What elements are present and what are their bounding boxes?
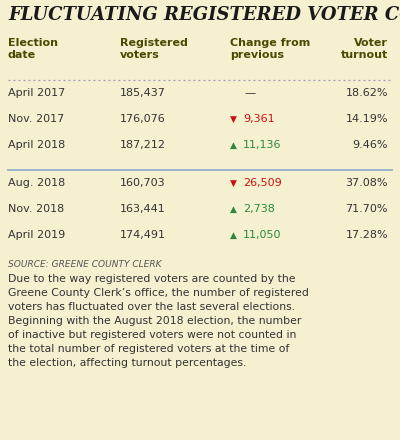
Text: Registered
voters: Registered voters bbox=[120, 38, 188, 60]
Text: ▲: ▲ bbox=[230, 231, 237, 240]
Text: 176,076: 176,076 bbox=[120, 114, 166, 124]
Text: 9.46%: 9.46% bbox=[352, 140, 388, 150]
Text: 174,491: 174,491 bbox=[120, 230, 166, 240]
Text: Voter
turnout: Voter turnout bbox=[341, 38, 388, 60]
Text: FLUCTUATING REGISTERED VOTER COUNTS: FLUCTUATING REGISTERED VOTER COUNTS bbox=[8, 6, 400, 24]
Text: 2,738: 2,738 bbox=[243, 204, 275, 214]
Text: Election
date: Election date bbox=[8, 38, 58, 60]
Text: 17.28%: 17.28% bbox=[345, 230, 388, 240]
Text: SOURCE: GREENE COUNTY CLERK: SOURCE: GREENE COUNTY CLERK bbox=[8, 260, 162, 269]
Text: ▼: ▼ bbox=[230, 115, 237, 124]
Text: 9,361: 9,361 bbox=[243, 114, 275, 124]
Text: April 2019: April 2019 bbox=[8, 230, 65, 240]
Text: 37.08%: 37.08% bbox=[346, 178, 388, 188]
Text: ▲: ▲ bbox=[230, 205, 237, 214]
Text: April 2018: April 2018 bbox=[8, 140, 65, 150]
Text: 14.19%: 14.19% bbox=[346, 114, 388, 124]
Text: ▼: ▼ bbox=[230, 179, 237, 188]
Text: ▲: ▲ bbox=[230, 141, 237, 150]
Text: 71.70%: 71.70% bbox=[346, 204, 388, 214]
Text: Nov. 2017: Nov. 2017 bbox=[8, 114, 64, 124]
Text: Change from
previous: Change from previous bbox=[230, 38, 310, 60]
Text: Due to the way registered voters are counted by the
Greene County Clerk’s office: Due to the way registered voters are cou… bbox=[8, 274, 309, 368]
Text: April 2017: April 2017 bbox=[8, 88, 65, 98]
Text: 11,136: 11,136 bbox=[243, 140, 282, 150]
Text: 163,441: 163,441 bbox=[120, 204, 166, 214]
Text: 187,212: 187,212 bbox=[120, 140, 166, 150]
Text: —: — bbox=[244, 88, 255, 98]
Text: 26,509: 26,509 bbox=[243, 178, 282, 188]
Text: 160,703: 160,703 bbox=[120, 178, 166, 188]
Text: 18.62%: 18.62% bbox=[346, 88, 388, 98]
Text: Nov. 2018: Nov. 2018 bbox=[8, 204, 64, 214]
Text: 11,050: 11,050 bbox=[243, 230, 282, 240]
Text: Aug. 2018: Aug. 2018 bbox=[8, 178, 65, 188]
Text: 185,437: 185,437 bbox=[120, 88, 166, 98]
